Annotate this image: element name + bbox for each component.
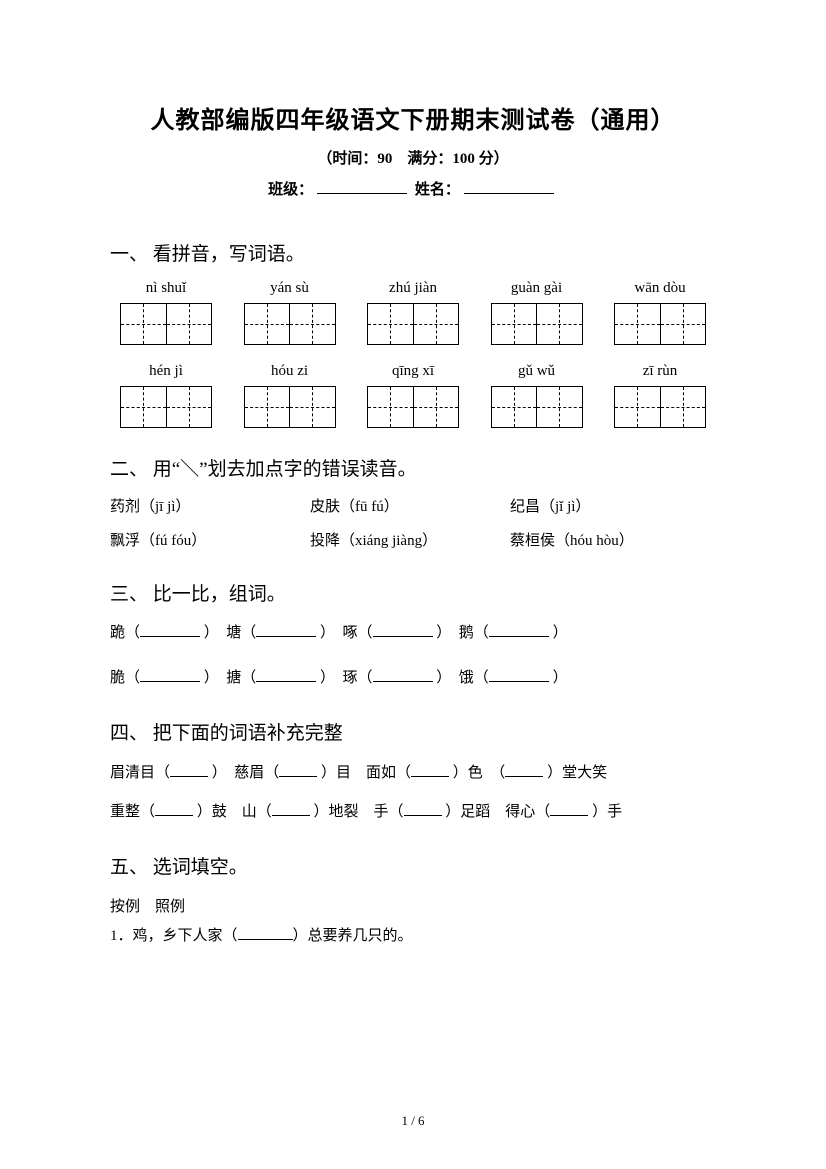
pinyin-label: nì shuǐ — [120, 280, 212, 297]
q3-text: ） 塘（ — [204, 625, 257, 641]
blank[interactable] — [411, 763, 449, 777]
q3-title: 三、 比一比，组词。 — [110, 579, 716, 606]
blank[interactable] — [489, 623, 549, 637]
q1-boxes-row1 — [110, 303, 716, 345]
q4-text: ） 慈眉（ — [212, 765, 280, 781]
name-label: 姓名： — [415, 182, 460, 198]
char-box[interactable] — [244, 303, 336, 345]
q2-row1: 药剂（jī jì） 皮肤（fū fú） 纪昌（jǐ jì） — [110, 495, 716, 519]
blank[interactable] — [140, 668, 200, 682]
q3-text: 脆（ — [110, 670, 140, 686]
class-label: 班级： — [268, 182, 313, 198]
pinyin-label: wān dòu — [614, 280, 706, 297]
q2-word: 蔡桓侯 — [510, 533, 555, 549]
pinyin-label: qīng xī — [367, 363, 459, 380]
q3-text: ） — [553, 670, 568, 686]
q3-row2: 脆（ ） 搪（ ） 琢（ ） 饿（ ） — [110, 665, 716, 692]
q5-title: 五、 选词填空。 — [110, 852, 716, 879]
char-box[interactable] — [491, 303, 583, 345]
q1-boxes-row2 — [110, 386, 716, 428]
pinyin-label: hóu zi — [244, 363, 336, 380]
char-box[interactable] — [491, 386, 583, 428]
student-info: 班级： 姓名： — [110, 178, 716, 199]
blank[interactable] — [373, 668, 433, 682]
page-number: 1 / 6 — [0, 1113, 826, 1129]
q1-pinyin-row2: hén jì hóu zi qīng xī gǔ wǔ zī rùn — [110, 363, 716, 380]
q4-text: 眉清目（ — [110, 765, 170, 781]
q4-text: ）地裂 手（ — [314, 804, 404, 820]
q2-word: 皮肤 — [310, 499, 340, 515]
q2-pinyin: （fū fú） — [340, 499, 399, 515]
blank[interactable] — [155, 802, 193, 816]
exam-subtitle: （时间：90 满分：100 分） — [110, 147, 716, 168]
pinyin-label: gǔ wǔ — [491, 363, 583, 380]
q3-text: ） 饿（ — [436, 670, 489, 686]
q3-row1: 跪（ ） 塘（ ） 啄（ ） 鹅（ ） — [110, 620, 716, 647]
blank[interactable] — [256, 668, 316, 682]
q4-text: ）足蹈 得心（ — [445, 804, 550, 820]
q4-text: ）色 （ — [453, 765, 506, 781]
char-box[interactable] — [367, 386, 459, 428]
pinyin-label: zhú jiàn — [367, 280, 459, 297]
q4-line2: 重整（ ）鼓 山（ ）地裂 手（ ）足蹈 得心（ ）手 — [110, 798, 716, 827]
char-box[interactable] — [120, 303, 212, 345]
q4-line1: 眉清目（ ） 慈眉（ ）目 面如（ ）色 （ ）堂大笑 — [110, 759, 716, 788]
q4-title: 四、 把下面的词语补充完整 — [110, 718, 716, 745]
q3-text: ） 搪（ — [204, 670, 257, 686]
q2-pinyin: （jī jì） — [140, 499, 190, 515]
char-box[interactable] — [120, 386, 212, 428]
blank[interactable] — [505, 763, 543, 777]
char-box[interactable] — [614, 303, 706, 345]
q3-text: 跪（ — [110, 625, 140, 641]
pinyin-label: hén jì — [120, 363, 212, 380]
blank[interactable] — [238, 926, 293, 940]
q4-text: ）目 面如（ — [321, 765, 411, 781]
blank[interactable] — [170, 763, 208, 777]
q3-text: ） — [553, 625, 568, 641]
q2-word: 纪昌 — [510, 499, 540, 515]
q2-pinyin: （hóu hòu） — [555, 533, 634, 549]
q4-text: 重整（ — [110, 804, 155, 820]
char-box[interactable] — [244, 386, 336, 428]
q5-item1: 1．鸡，乡下人家（ ）总要养几只的。 — [110, 922, 716, 951]
name-blank[interactable] — [464, 180, 554, 194]
q4-text: ）堂大笑 — [547, 765, 607, 781]
q2-word: 飘浮 — [110, 533, 140, 549]
pinyin-label: zī rùn — [614, 363, 706, 380]
q2-word: 药剂 — [110, 499, 140, 515]
q3-text: ） 鹅（ — [436, 625, 489, 641]
pinyin-label: guàn gài — [491, 280, 583, 297]
blank[interactable] — [550, 802, 588, 816]
q4-text: ）手 — [592, 804, 622, 820]
q2-pinyin: （fú fóu） — [140, 533, 206, 549]
char-box[interactable] — [367, 303, 459, 345]
blank[interactable] — [256, 623, 316, 637]
q3-text: ） 琢（ — [320, 670, 373, 686]
q3-text: ） 啄（ — [320, 625, 373, 641]
q2-word: 投降 — [310, 533, 340, 549]
q2-row2: 飘浮（fú fóu） 投降（xiáng jiàng） 蔡桓侯（hóu hòu） — [110, 529, 716, 553]
char-box[interactable] — [614, 386, 706, 428]
blank[interactable] — [140, 623, 200, 637]
q2-title: 二、 用“＼”划去加点字的错误读音。 — [110, 454, 716, 481]
q5-text: ）总要养几只的。 — [293, 928, 413, 944]
q2-pinyin: （xiáng jiàng） — [340, 533, 437, 549]
exam-title: 人教部编版四年级语文下册期末测试卷（通用） — [110, 100, 716, 135]
q5-options: 按例 照例 — [110, 893, 716, 922]
q5-text: 1．鸡，乡下人家（ — [110, 928, 238, 944]
blank[interactable] — [373, 623, 433, 637]
q1-pinyin-row1: nì shuǐ yán sù zhú jiàn guàn gài wān dòu — [110, 280, 716, 297]
blank[interactable] — [272, 802, 310, 816]
q1-title: 一、 看拼音，写词语。 — [110, 239, 716, 266]
blank[interactable] — [489, 668, 549, 682]
q2-pinyin: （jǐ jì） — [540, 499, 590, 515]
blank[interactable] — [279, 763, 317, 777]
blank[interactable] — [404, 802, 442, 816]
class-blank[interactable] — [317, 180, 407, 194]
q4-text: ）鼓 山（ — [197, 804, 272, 820]
pinyin-label: yán sù — [244, 280, 336, 297]
